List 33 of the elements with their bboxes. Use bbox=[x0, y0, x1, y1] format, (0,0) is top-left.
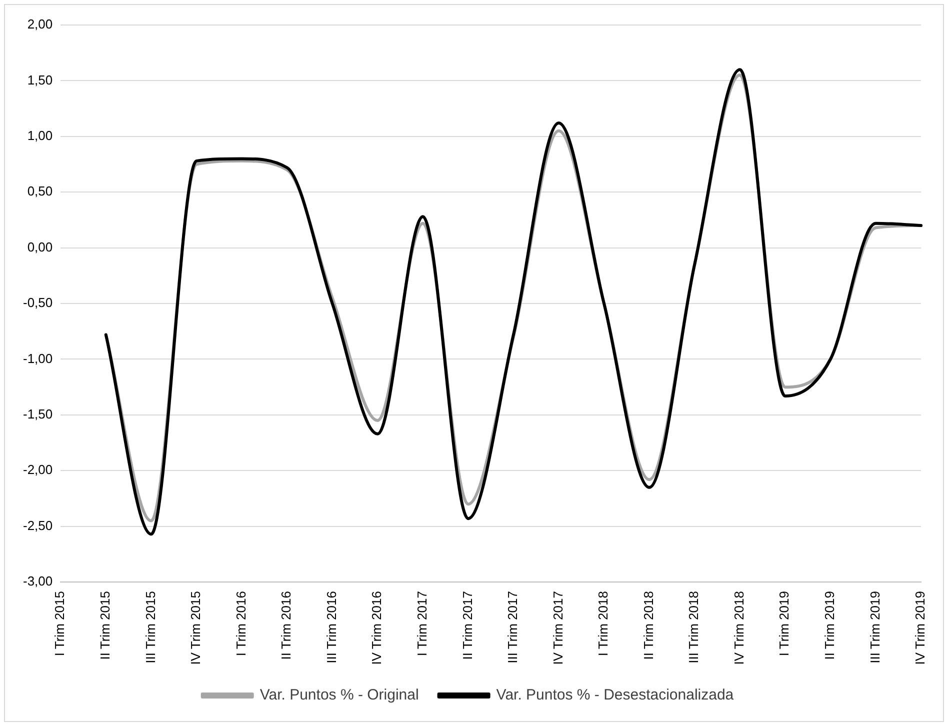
x-tick-label: II Trim 2019 bbox=[822, 591, 838, 660]
y-tick-label: 1,00 bbox=[27, 128, 53, 143]
x-tick-label: IV Trim 2018 bbox=[731, 591, 746, 665]
x-tick-label: III Trim 2018 bbox=[686, 591, 702, 664]
x-tick-label: III Trim 2019 bbox=[867, 591, 882, 664]
x-tick-label: IV Trim 2015 bbox=[188, 591, 204, 665]
x-tick-label: I Trim 2016 bbox=[233, 591, 248, 656]
y-tick-label: -1,50 bbox=[22, 406, 53, 422]
x-tick-label: I Trim 2015 bbox=[52, 591, 68, 656]
x-tick-label: I Trim 2017 bbox=[414, 591, 430, 656]
y-tick-label: -2,50 bbox=[22, 518, 53, 533]
y-tick-label: 0,00 bbox=[27, 239, 53, 254]
y-tick-label: -2,00 bbox=[22, 462, 53, 478]
legend-label: Var. Puntos % - Original bbox=[260, 686, 419, 704]
x-tick-label: IV Trim 2017 bbox=[550, 591, 566, 665]
x-tick-label: II Trim 2017 bbox=[460, 591, 475, 660]
x-tick-label: III Trim 2017 bbox=[505, 591, 520, 664]
x-tick-label: IV Trim 2016 bbox=[369, 591, 384, 665]
x-tick-label: II Trim 2016 bbox=[278, 591, 294, 660]
y-tick-label: -3,00 bbox=[22, 574, 53, 589]
legend-label: Var. Puntos % - Desestacionalizada bbox=[496, 686, 734, 704]
x-tick-label: I Trim 2018 bbox=[596, 591, 611, 656]
y-tick-label: 1,50 bbox=[27, 72, 53, 88]
x-tick-label: III Trim 2016 bbox=[324, 591, 339, 664]
x-tick-label: III Trim 2015 bbox=[142, 591, 158, 664]
x-tick-label: IV Trim 2019 bbox=[912, 591, 928, 665]
x-tick-label: II Trim 2018 bbox=[640, 591, 656, 660]
y-tick-label: -1,00 bbox=[22, 350, 53, 366]
x-tick-label: I Trim 2019 bbox=[776, 591, 792, 656]
y-tick-label: -0,50 bbox=[22, 295, 53, 310]
x-tick-label: II Trim 2015 bbox=[97, 591, 112, 660]
y-tick-label: 2,00 bbox=[27, 16, 53, 32]
y-tick-label: 0,50 bbox=[27, 184, 53, 199]
